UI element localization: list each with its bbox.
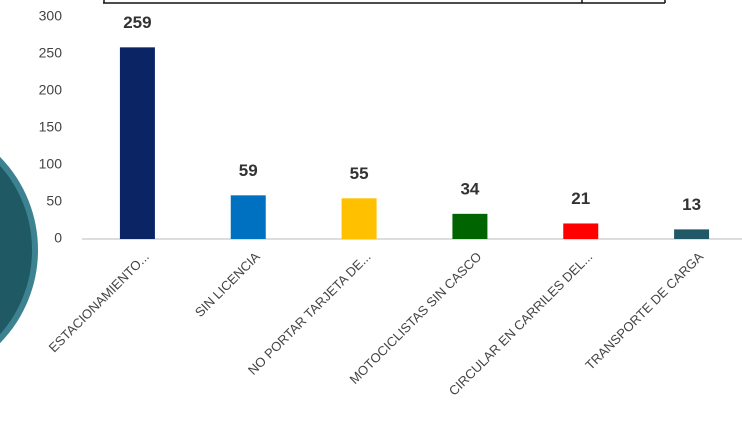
value-label: 259 xyxy=(123,13,151,32)
bar xyxy=(452,213,488,239)
decor-circle xyxy=(0,156,38,344)
x-tick-label: SIN LICENCIA xyxy=(192,249,263,320)
y-tick-label: 250 xyxy=(39,45,63,61)
bar xyxy=(563,223,599,239)
value-label: 34 xyxy=(460,179,479,198)
y-tick-label: 100 xyxy=(39,156,63,172)
x-tick-label: MOTOCICLISTAS SIN CASCO xyxy=(347,249,485,387)
x-tick-label: NO PORTAR TARJETA DE... xyxy=(245,249,374,378)
x-tick-label: ESTACIONAMIENTO... xyxy=(46,249,152,355)
value-label: 13 xyxy=(682,195,701,214)
y-tick-label: 50 xyxy=(46,193,62,209)
y-tick-label: 200 xyxy=(39,82,63,98)
bar xyxy=(119,47,155,240)
y-tick-label: 300 xyxy=(39,8,63,24)
value-label: 55 xyxy=(350,164,369,183)
value-label: 21 xyxy=(571,189,590,208)
bar xyxy=(341,198,377,239)
value-label: 59 xyxy=(239,161,258,180)
x-tick-label: TRANSPORTE DE CARGA xyxy=(582,249,706,373)
bar xyxy=(230,195,266,239)
bar xyxy=(674,229,710,239)
y-tick-label: 150 xyxy=(39,119,63,135)
y-tick-label: 0 xyxy=(54,230,62,246)
